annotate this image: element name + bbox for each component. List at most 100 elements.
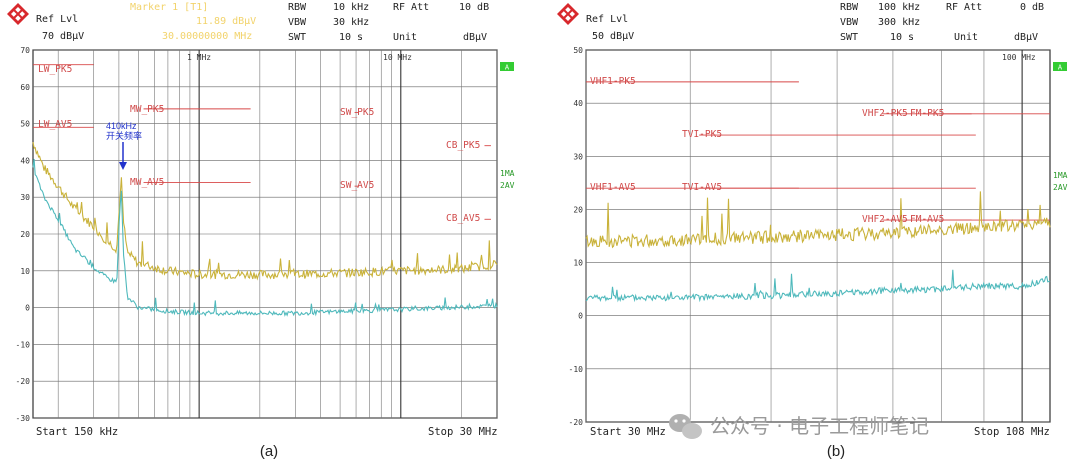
- rf-att-label: RF Att: [393, 2, 429, 13]
- y-tick-label: 10: [20, 267, 30, 276]
- ref-level-value: 70 dBµV: [42, 31, 84, 42]
- swt-label-b: SWT: [840, 32, 858, 43]
- unit-value-b: dBµV: [1014, 32, 1038, 43]
- trace-label-1ma-a: 1MA: [500, 169, 515, 178]
- y-tick-label: -20: [569, 418, 584, 427]
- marker-frequency: 30.00000000 MHz: [162, 31, 252, 42]
- swt-value-b: 10 s: [890, 32, 914, 43]
- vbw-label: VBW: [288, 17, 307, 28]
- marker-level: 11.89 dBµV: [196, 16, 256, 27]
- badge-b: [1053, 62, 1067, 71]
- unit-label-b: Unit: [954, 32, 978, 43]
- caption-b: (b): [827, 443, 845, 460]
- limit-label-vhf2-pk5: VHF2-PK5: [862, 108, 908, 119]
- limit-label-vhf1-pk5: VHF1-PK5: [590, 76, 636, 87]
- limit-label-vhf1-av5: VHF1-AV5: [590, 182, 636, 193]
- trace-1ma: [585, 191, 1051, 249]
- limit-label-mw-pk5: MW_PK5: [130, 104, 164, 115]
- watermark-text: 公众号 · 电子工程师笔记: [710, 414, 929, 438]
- swt-value: 10 s: [339, 32, 363, 43]
- y-tick-label: -20: [16, 377, 31, 386]
- y-tick-label: 60: [20, 83, 30, 92]
- watermark: 公众号 · 电子工程师笔记: [669, 414, 929, 439]
- y-tick-label: 50: [573, 46, 583, 55]
- y-tick-label: 40: [573, 99, 583, 108]
- decade-label-1mhz: 1 MHz: [187, 53, 211, 62]
- rf-att-value-b: 0 dB: [1020, 2, 1044, 13]
- vbw-value-b: 300 kHz: [878, 17, 920, 28]
- traces-a: [32, 141, 498, 317]
- trace-1ma: [32, 141, 498, 281]
- rbw-label: RBW: [288, 2, 307, 13]
- y-tick-label: 20: [573, 205, 583, 214]
- badge-a-text: A: [505, 64, 510, 72]
- y-tick-label: 30: [573, 152, 583, 161]
- footer-stop-b: Stop 108 MHz: [974, 426, 1050, 438]
- trace-label-2av-a: 2AV: [500, 181, 515, 190]
- y-tick-label: 50: [20, 120, 30, 129]
- rbw-value-b: 100 kHz: [878, 2, 920, 13]
- annotation-arrow-head: [119, 162, 127, 170]
- limit-label-vhf2-av5: VHF2-AV5: [862, 214, 908, 225]
- badge-b-text: A: [1058, 64, 1063, 72]
- limit-label-tvi-pk5: TVI-PK5: [682, 129, 722, 140]
- chart-b: Ref Lvl 50 dBµV RBW 100 kHz VBW 300 kHz …: [557, 2, 1068, 460]
- y-tick-label: 20: [20, 230, 30, 239]
- plot-frame-b: [585, 49, 1051, 423]
- trace-label-2av-b: 2AV: [1053, 183, 1068, 192]
- limit-label-sw-pk5: SW_PK5: [340, 107, 374, 118]
- rohde-schwarz-logo-b: [557, 3, 579, 25]
- limit-label-fm-av5: FM-AV5: [910, 214, 944, 225]
- y-tick-label: 0: [25, 304, 30, 313]
- caption-a: (a): [260, 443, 278, 460]
- limit-lines-a: [33, 64, 491, 220]
- decade-label-10mhz: 10 MHz: [383, 53, 412, 62]
- unit-value: dBµV: [463, 32, 487, 43]
- trace-label-1ma-b: 1MA: [1053, 171, 1068, 180]
- ref-level-value-b: 50 dBµV: [592, 31, 634, 42]
- switch-freq-value: 410kHz: [106, 121, 137, 131]
- rbw-value: 10 kHz: [333, 2, 369, 13]
- y-tick-label: -10: [16, 340, 31, 349]
- y-tick-label: 10: [573, 259, 583, 268]
- limit-label-fm-pk5: FM-PK5: [910, 108, 944, 119]
- chart-a: Ref Lvl 70 dBµV Marker 1 [T1] 11.89 dBµV…: [6, 2, 515, 460]
- rbw-label-b: RBW: [840, 2, 859, 13]
- y-ticks-b: 50 40 30 20 10 0 -10 -20: [569, 46, 584, 427]
- limit-label-tvi-av5: TVI-AV5: [682, 182, 722, 193]
- limit-label-mw-av5: MW_AV5: [130, 177, 164, 188]
- trace-2av: [32, 158, 498, 317]
- rf-att-label-b: RF Att: [946, 2, 982, 13]
- limit-label-lw-pk5: LW_PK5: [38, 64, 72, 75]
- y-tick-label: 0: [578, 312, 583, 321]
- vbw-value: 30 kHz: [333, 17, 369, 28]
- decade-label-100mhz: 100 MHz: [1002, 53, 1036, 62]
- limit-label-lw-av5: LW_AV5: [38, 119, 72, 130]
- grid-b: [585, 49, 1050, 423]
- limit-lines-b: [586, 81, 1050, 221]
- y-tick-label: 30: [20, 193, 30, 202]
- limit-label-cb-av5: CB_AV5: [446, 213, 480, 224]
- y-tick-label: 40: [20, 156, 30, 165]
- unit-label: Unit: [393, 32, 417, 43]
- rf-att-value: 10 dB: [459, 2, 489, 13]
- y-tick-label: 70: [20, 46, 30, 55]
- y-ticks-a: 70 60 50 40 30 20 10 0 -10 -20 -30: [16, 46, 31, 423]
- ref-level-label-b: Ref Lvl: [586, 14, 628, 25]
- ref-level-label: Ref Lvl: [36, 14, 78, 25]
- badge-a: [500, 62, 514, 71]
- traces-b: [585, 191, 1051, 303]
- y-tick-label: -10: [569, 365, 584, 374]
- trace-2av: [585, 269, 1051, 303]
- marker-title: Marker 1 [T1]: [130, 2, 208, 13]
- footer-start-a: Start 150 kHz: [36, 426, 118, 438]
- footer-start-b: Start 30 MHz: [590, 426, 666, 438]
- y-tick-label: -30: [16, 414, 31, 423]
- wechat-icon: [669, 414, 702, 439]
- swt-label: SWT: [288, 32, 306, 43]
- limit-label-cb-pk5: CB_PK5: [446, 140, 480, 151]
- switch-freq-label: 开关频率: [106, 130, 142, 141]
- limit-label-sw-av5: SW_AV5: [340, 180, 374, 191]
- vbw-label-b: VBW: [840, 17, 859, 28]
